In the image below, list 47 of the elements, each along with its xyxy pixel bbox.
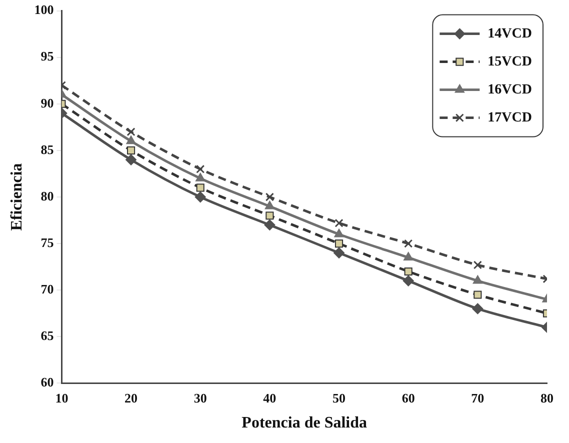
point [194, 192, 206, 202]
x-tick-label: 80 [540, 390, 554, 406]
y-tick-label: 100 [34, 2, 54, 18]
x-axis-title: Potencia de Salida [242, 414, 368, 432]
point [196, 184, 204, 192]
x-tick-label: 50 [332, 390, 346, 406]
point [126, 128, 136, 136]
point [472, 275, 482, 284]
y-tick-label: 90 [40, 95, 54, 110]
y-tick-label: 65 [40, 328, 54, 344]
x-tick-label: 30 [194, 390, 207, 406]
y-tick-label: 70 [40, 281, 54, 296]
point [404, 239, 413, 248]
y-tick-label: 80 [40, 188, 54, 204]
y-axis-title: Eficiencia [8, 163, 26, 231]
point [266, 212, 274, 220]
y-tick-label: 85 [40, 142, 54, 157]
point [474, 290, 482, 299]
x-tick-label: 10 [55, 390, 68, 406]
point [473, 260, 482, 270]
point [264, 200, 275, 210]
point [334, 228, 344, 238]
legend-label: 15VCD [488, 54, 532, 70]
point [334, 218, 344, 228]
point [404, 267, 412, 276]
x-tick-label: 20 [124, 390, 138, 406]
point [126, 136, 136, 144]
legend-label: 16VCD [488, 82, 532, 98]
point [472, 303, 484, 314]
y-tick-label: 95 [40, 48, 54, 64]
point [196, 164, 205, 174]
point [334, 240, 344, 248]
x-tick-label: 70 [471, 390, 484, 406]
point [196, 172, 206, 182]
y-tick-label: 60 [40, 374, 54, 390]
point [334, 247, 345, 258]
point [264, 219, 276, 230]
x-tick-label: 60 [402, 390, 415, 406]
legend-label: 17VCD [488, 110, 532, 126]
y-tick-label: 75 [40, 234, 54, 250]
point [126, 154, 137, 166]
point [126, 146, 136, 154]
legend-label: 14VCD [488, 26, 532, 42]
x-tick-label: 40 [263, 390, 276, 406]
point [404, 252, 414, 261]
point [265, 192, 274, 202]
point [402, 275, 414, 286]
